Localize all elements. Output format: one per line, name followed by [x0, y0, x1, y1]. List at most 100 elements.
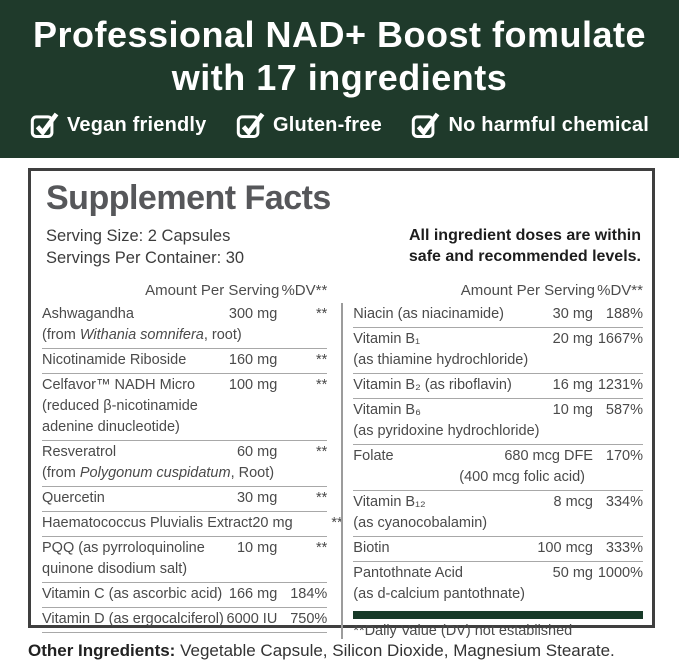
table-row: PQQ (as pyrroloquinoline 10 mg ** quinone d… — [42, 537, 328, 583]
subtext-pre: (as pyridoxine hydrochloride) — [353, 423, 540, 439]
ingredient-name: Pantothnate Acid — [353, 565, 463, 581]
hero-title-line2: with 17 ingredients — [171, 57, 508, 98]
ingredient-amount: 30 mg — [236, 490, 278, 506]
other-ingredients: Other Ingredients: Vegetable Capsule, Si… — [28, 641, 655, 661]
table-row: Resveratrol 60 mg ** (from Polygonum cuspid… — [42, 441, 328, 487]
ingredient-subtext: (400 mcg folic acid) — [353, 467, 643, 488]
ingredient-table: Ashwagandha 300 mg ** (from Withania somnif… — [42, 303, 643, 639]
badge-no-harmful-chemical: No harmful chemical — [411, 110, 649, 140]
ingredient-dv: 334% — [605, 494, 643, 510]
dose-note-line1: All ingredient doses are within — [408, 227, 641, 244]
dv-header: %DV** — [281, 282, 328, 299]
badge-vegan-friendly: Vegan friendly — [30, 110, 207, 140]
supplement-facts-panel: Supplement Facts Serving Size: 2 Capsule… — [28, 168, 655, 639]
dose-note-line2: safe and recommended levels. — [408, 248, 641, 265]
table-row: Vitamin D (as ergocalciferol) 6000 IU 750% — [42, 608, 328, 633]
other-ingredients-label: Other Ingredients: — [28, 641, 176, 660]
subtext-pre: (from — [42, 465, 80, 481]
ingredient-name: Niacin (as niacinamide) — [353, 306, 504, 322]
badge-label: No harmful chemical — [448, 113, 649, 136]
panel-title: Supplement Facts — [46, 179, 331, 217]
table-row: Folate 680 mcg DFE 170% (400 mcg folic acid… — [353, 445, 643, 491]
left-column-header: Amount Per Serving %DV** — [42, 282, 341, 299]
ingredient-amount: 50 mg — [552, 565, 593, 581]
ingredient-name: Quercetin — [42, 490, 105, 506]
table-row: Vitamin B₁₂ 8 mcg 334% (as cyanocobalamin) — [353, 491, 643, 537]
subtext-pre: (from — [42, 327, 80, 343]
ingredient-dv: ** — [331, 515, 343, 531]
ingredient-amount: 680 mcg DFE — [504, 448, 593, 464]
ingredient-amount: 10 mg — [236, 540, 278, 556]
subtext-pre: (as d-calcium pantothnate) — [353, 586, 525, 602]
ingredient-column-right: Niacin (as niacinamide) 30 mg 188% Vitamin … — [341, 303, 643, 639]
ingredient-amount: 30 mg — [552, 306, 593, 322]
ingredient-dv: 170% — [605, 448, 643, 464]
ingredient-name: Celfavor™ NADH Micro — [42, 377, 196, 393]
ingredient-subtext: (from Polygonum cuspidatum, Root) — [42, 463, 327, 484]
ingredient-name: Ashwagandha — [42, 306, 134, 322]
subtext-pre: (as thiamine hydrochloride) — [353, 352, 529, 368]
ingredient-column-left: Ashwagandha 300 mg ** (from Withania somnif… — [42, 303, 343, 639]
ingredient-subtext: (reduced β-nicotinamide — [42, 396, 327, 417]
ingredient-amount: 20 mg — [252, 515, 293, 531]
ingredient-name: Vitamin B₆ — [353, 402, 421, 418]
table-row: Vitamin B₁ 20 mg 1667% (as thiamine hydroch… — [353, 328, 643, 374]
ingredient-dv: ** — [316, 306, 328, 322]
table-row: Biotin 100 mcg 333% — [353, 537, 643, 562]
ingredient-name: PQQ (as pyrroloquinoline — [42, 540, 205, 556]
right-column-header: Amount Per Serving %DV** — [341, 282, 643, 299]
ingredient-dv: ** — [316, 377, 328, 393]
subtext-italic: Withania somnifera — [79, 327, 204, 343]
ingredient-amount: 6000 IU — [226, 611, 278, 627]
ingredient-subtext: (as cyanocobalamin) — [353, 513, 643, 534]
dv-header: %DV** — [597, 282, 643, 299]
dose-note: All ingredient doses are within safe and… — [409, 225, 641, 267]
ingredient-subtext: (as thiamine hydrochloride) — [353, 350, 643, 371]
ingredient-name: Vitamin B₁₂ — [353, 494, 426, 510]
other-ingredients-text: Vegetable Capsule, Silicon Dioxide, Magn… — [175, 641, 615, 660]
subtext-pre: adenine dinucleotide) — [42, 419, 180, 435]
badge-label: Vegan friendly — [67, 113, 207, 136]
checkbox-checked-icon — [30, 110, 60, 140]
ingredient-subtext: (from Withania somnifera, root) — [42, 325, 327, 346]
badge-gluten-free: Gluten-free — [236, 110, 382, 140]
ingredient-name: Vitamin B₂ (as riboflavin) — [353, 377, 512, 393]
table-row: Vitamin C (as ascorbic acid) 166 mg 184% — [42, 583, 328, 608]
hero-title-line1: Professional NAD+ Boost fomulate — [32, 14, 647, 55]
serving-info: Serving Size: 2 Capsules Servings Per Co… — [42, 225, 643, 269]
subtext-pre: (reduced β-nicotinamide — [42, 398, 198, 414]
ingredient-dv: 184% — [290, 586, 328, 602]
ingredient-dv: 1667% — [597, 331, 643, 347]
table-row: Vitamin B₆ 10 mg 587% (as pyridoxine hydroc… — [353, 399, 643, 445]
subtext-post: , root) — [203, 327, 242, 343]
table-row: Nicotinamide Riboside 160 mg ** — [42, 349, 328, 374]
hero-title: Professional NAD+ Boost fomulate with 17… — [0, 13, 679, 99]
serving-size: Serving Size: 2 Capsules — [46, 227, 231, 245]
feature-badges: Vegan friendly Gluten-free No harmful chem… — [0, 110, 679, 140]
ingredient-dv: ** — [316, 490, 328, 506]
servings-per-container: Servings Per Container: 30 — [46, 249, 245, 267]
ingredient-dv: 587% — [605, 402, 643, 418]
ingredient-name: Vitamin C (as ascorbic acid) — [42, 586, 223, 602]
ingredient-dv: 750% — [290, 611, 328, 627]
subtext-italic: Polygonum cuspidatum — [79, 465, 231, 481]
dv-footnote: **Daily Value (DV) not established — [353, 623, 573, 639]
ingredient-name: Folate — [353, 448, 394, 464]
ingredient-amount: 16 mg — [552, 377, 593, 393]
ingredient-dv: ** — [316, 444, 328, 460]
ingredient-subtext: adenine dinucleotide) — [42, 417, 327, 438]
ingredient-name: Biotin — [353, 540, 390, 556]
ingredient-dv: 1231% — [597, 377, 643, 393]
serving-size-block: Serving Size: 2 Capsules Servings Per Co… — [46, 225, 244, 269]
ingredient-amount: 8 mcg — [553, 494, 593, 510]
ingredient-dv: ** — [316, 540, 328, 556]
ingredient-amount: 60 mg — [236, 444, 278, 460]
ingredient-amount: 166 mg — [228, 586, 278, 602]
table-row: Ashwagandha 300 mg ** (from Withania somnif… — [42, 303, 328, 349]
ingredient-amount: 300 mg — [228, 306, 278, 322]
table-row: Pantothnate Acid 50 mg 1000% (as d-calcium … — [353, 562, 643, 607]
table-row: Vitamin B₂ (as riboflavin) 16 mg 1231% — [353, 374, 643, 399]
amount-header: Amount Per Serving — [145, 282, 280, 299]
ingredient-name: Resveratrol — [42, 444, 117, 460]
